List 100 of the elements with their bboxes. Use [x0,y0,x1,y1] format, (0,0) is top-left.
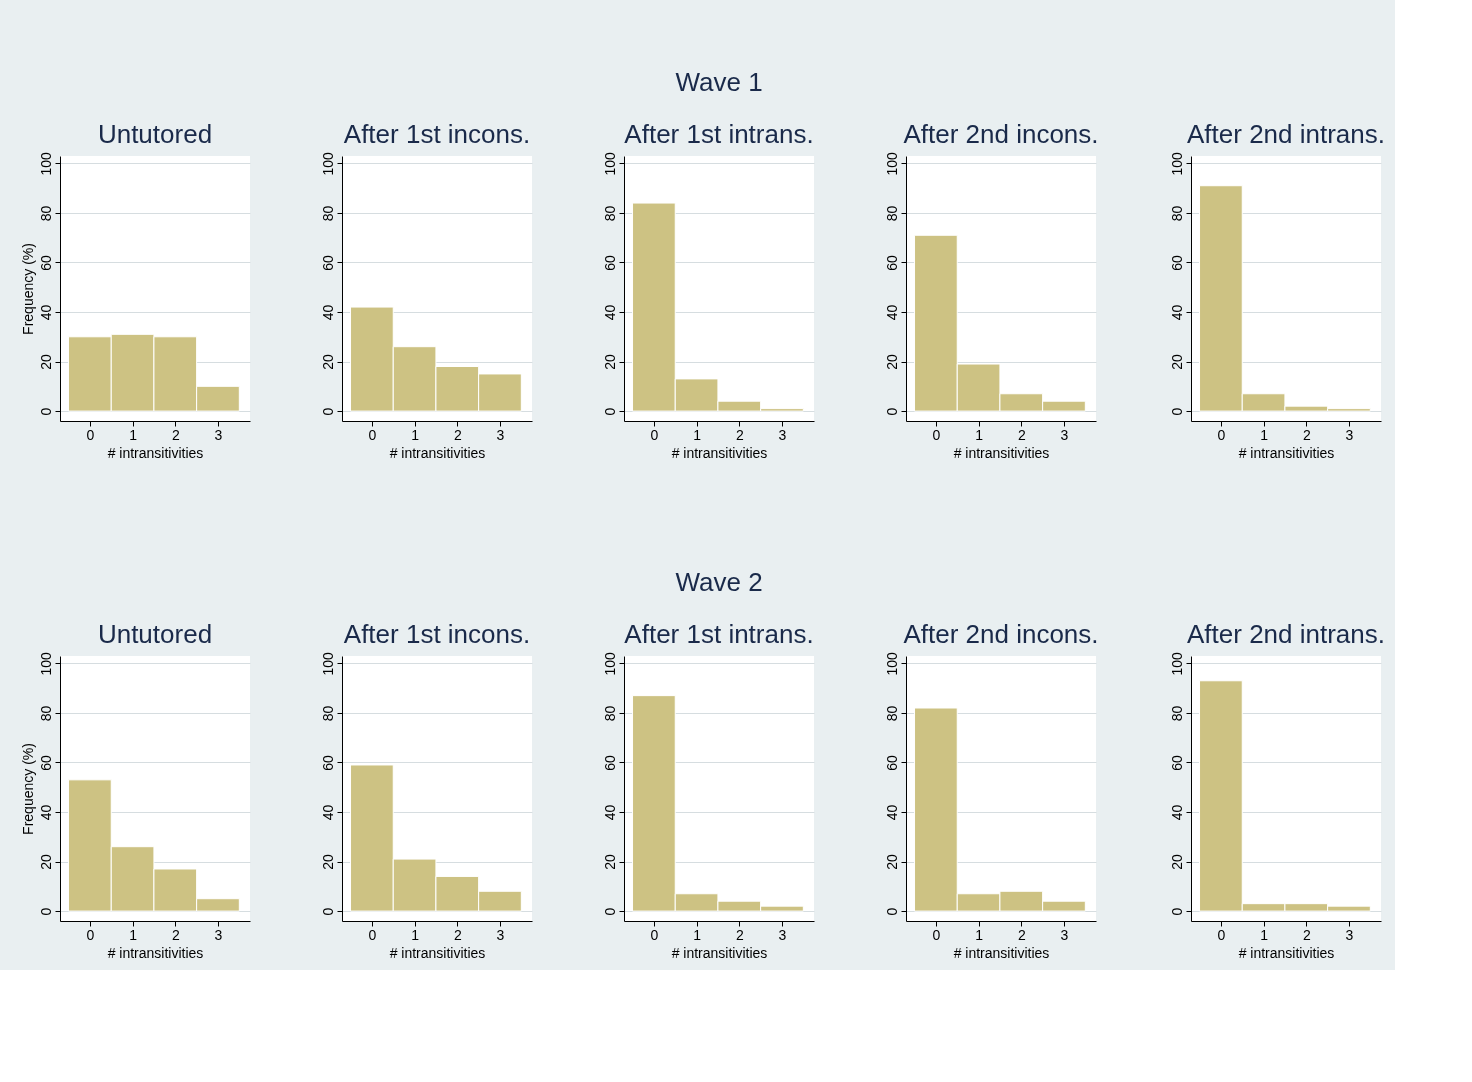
x-tick-label: 0 [932,426,941,443]
y-tick-label: 60 [1168,755,1185,771]
y-tick-label: 40 [1168,304,1185,321]
text: Wave 1 [675,67,763,97]
x-axis-title: # intransitivities [389,944,486,961]
y-tick-label: 60 [601,755,618,771]
x-tick-label: 0 [86,426,95,443]
chart-title: Untutored [97,119,213,149]
y-tick-label: 100 [319,652,336,676]
x-tick-label: 1 [693,926,702,943]
x-tick-label: 0 [650,426,659,443]
y-tick-label: 40 [37,804,54,821]
x-tick-label: 1 [693,426,702,443]
y-tick-label: 100 [1168,652,1185,676]
x-axis-title: # intransitivities [671,444,768,461]
x-tick-label: 0 [86,926,95,943]
x-tick-label: 1 [129,926,138,943]
chart-title: After 1st incons. [343,119,531,149]
y-tick-label: 60 [601,255,618,271]
y-tick-label: 20 [1168,354,1185,370]
y-tick-label: 0 [319,407,336,416]
chart-title: After 1st intrans. [624,119,814,149]
x-tick-label: 3 [778,926,787,943]
chart-title: After 2nd intrans. [1187,619,1385,649]
y-tick-label: 60 [883,755,900,771]
y-tick-label: 80 [1168,205,1185,222]
x-tick-label: 1 [975,426,984,443]
x-tick-label: 2 [1302,926,1311,943]
x-axis-title: # intransitivities [107,444,204,461]
y-tick-label: 100 [37,152,54,176]
x-axis-title: # intransitivities [389,444,486,461]
y-tick-label: 100 [319,152,336,176]
y-tick-label: 0 [883,407,900,416]
y-tick-label: 100 [37,652,54,676]
y-tick-label: 100 [883,652,900,676]
chart-title: After 2nd incons. [903,619,1099,649]
y-tick-label: 20 [37,854,54,870]
chart-title: After 2nd incons. [903,119,1099,149]
x-axis-title: # intransitivities [953,444,1050,461]
x-tick-label: 3 [1060,426,1069,443]
y-tick-label: 40 [883,804,900,821]
x-tick-label: 2 [171,426,180,443]
y-tick-label: 80 [601,205,618,222]
x-axis-title: # intransitivities [1238,444,1335,461]
y-tick-label: 20 [1168,854,1185,870]
y-tick-label: 100 [1168,152,1185,176]
y-tick-label: 20 [319,354,336,370]
x-tick-label: 2 [735,926,744,943]
x-tick-label: 1 [1260,926,1269,943]
y-tick-label: 0 [601,907,618,916]
y-tick-label: 60 [1168,255,1185,271]
x-tick-label: 3 [1345,926,1354,943]
y-tick-label: 20 [37,354,54,370]
x-tick-label: 0 [1217,426,1226,443]
y-tick-label: 0 [601,407,618,416]
x-tick-label: 3 [1345,426,1354,443]
x-tick-label: 0 [368,426,377,443]
y-tick-label: 100 [601,652,618,676]
y-tick-label: 20 [601,354,618,370]
y-tick-label: 0 [319,907,336,916]
y-tick-label: 80 [37,705,54,722]
y-tick-label: 0 [37,907,54,916]
y-tick-label: 20 [883,354,900,370]
y-tick-label: 0 [1168,907,1185,916]
y-tick-label: 40 [1168,804,1185,821]
y-tick-label: 40 [883,304,900,321]
x-tick-label: 2 [171,926,180,943]
x-tick-label: 2 [1302,426,1311,443]
y-tick-label: 40 [37,304,54,321]
y-tick-label: 60 [319,755,336,771]
y-tick-label: 60 [883,255,900,271]
y-tick-label: 20 [319,854,336,870]
y-tick-label: 80 [319,705,336,722]
x-tick-label: 0 [650,926,659,943]
chart-title: After 2nd intrans. [1187,119,1385,149]
x-tick-label: 3 [214,926,223,943]
y-tick-label: 80 [319,205,336,222]
x-tick-label: 1 [411,926,420,943]
y-tick-label: 20 [601,854,618,870]
x-tick-label: 1 [1260,426,1269,443]
x-tick-label: 0 [932,926,941,943]
x-tick-label: 1 [975,926,984,943]
y-tick-label: 20 [883,854,900,870]
x-axis-title: # intransitivities [953,944,1050,961]
y-tick-label: 80 [37,205,54,222]
y-tick-label: 0 [37,407,54,416]
text: Wave 2 [675,567,763,597]
x-axis-title: # intransitivities [671,944,768,961]
x-axis-title: # intransitivities [107,944,204,961]
x-tick-label: 1 [129,426,138,443]
y-tick-label: 40 [319,304,336,321]
y-tick-label: 60 [37,255,54,271]
y-tick-label: 40 [601,304,618,321]
x-tick-label: 3 [496,926,505,943]
y-tick-label: 0 [883,907,900,916]
x-tick-label: 3 [214,426,223,443]
y-axis-title: Frequency (%) [19,743,36,835]
y-tick-label: 80 [883,705,900,722]
chart-title: Untutored [97,619,213,649]
x-tick-label: 3 [1060,926,1069,943]
